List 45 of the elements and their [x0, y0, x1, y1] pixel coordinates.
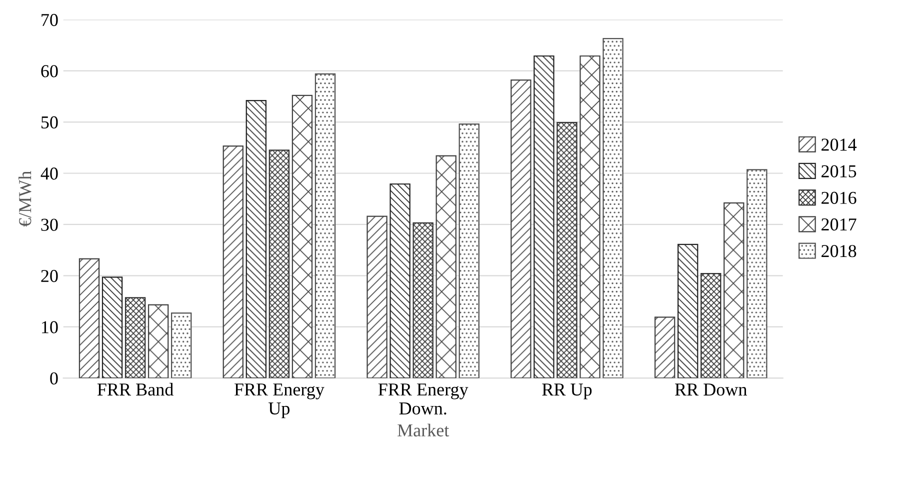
x-axis-title: Market — [398, 424, 450, 436]
bar — [222, 146, 244, 378]
legend-label: 2017 — [822, 218, 856, 231]
bar — [390, 183, 410, 378]
bar — [268, 150, 290, 378]
bar — [458, 124, 480, 378]
bar — [580, 55, 600, 378]
bar — [246, 100, 267, 378]
y-tick-label: 60 — [41, 65, 58, 78]
bar — [171, 312, 192, 378]
bar — [678, 244, 698, 378]
x-tick-label: RR Up — [542, 384, 592, 400]
bar — [412, 222, 434, 378]
y-tick-label: 30 — [41, 218, 58, 231]
y-tick-label: 70 — [42, 14, 58, 26]
x-tick-label: FRR Energy Down. — [378, 384, 468, 415]
bar — [534, 55, 554, 378]
legend-label: 2016 — [822, 192, 856, 204]
x-tick-label: FRR Energy Up — [234, 384, 324, 418]
y-tick-label: 40 — [40, 168, 58, 180]
bar — [724, 202, 744, 378]
legend-label: 2018 — [822, 244, 856, 258]
x-tick-label: FRR Band — [97, 382, 174, 396]
bar — [556, 122, 578, 378]
bar — [148, 304, 169, 378]
bar — [510, 80, 532, 378]
y-tick-label: 50 — [41, 116, 58, 128]
bar — [314, 73, 336, 378]
bar — [366, 216, 388, 378]
legend-label: 2014 — [822, 138, 857, 151]
y-axis-title: €/MWh — [18, 171, 32, 227]
legend-label: 2015 — [822, 165, 856, 178]
y-tick-label: 0 — [50, 372, 58, 385]
bar — [292, 94, 313, 378]
bar — [746, 169, 768, 378]
bar — [436, 155, 456, 378]
y-tick-label: 10 — [42, 321, 58, 334]
bar — [102, 276, 123, 378]
bar — [700, 273, 722, 378]
bar — [78, 258, 100, 378]
bar — [602, 38, 624, 378]
bar — [654, 316, 676, 378]
x-tick-label: RR Down — [675, 384, 747, 396]
bar — [124, 297, 146, 378]
y-tick-label: 20 — [41, 270, 58, 282]
